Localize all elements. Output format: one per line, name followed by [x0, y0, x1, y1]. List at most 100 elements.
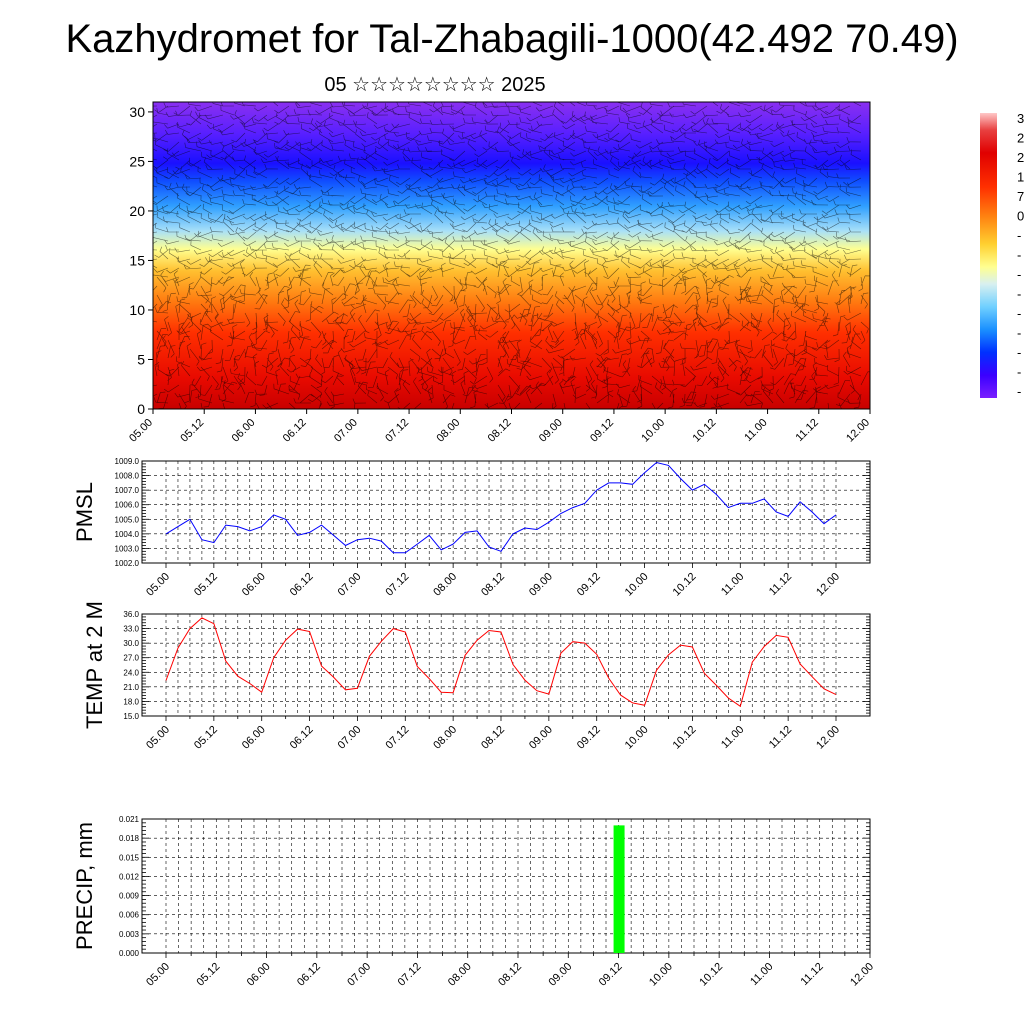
x-tick-label: 08.00 [434, 417, 462, 445]
x-tick-label: 09.12 [575, 724, 603, 752]
x-tick-label: 05.12 [194, 961, 222, 989]
colorbar-label: 7 [1017, 189, 1024, 204]
x-tick-label: 12.00 [814, 724, 842, 752]
colorbar-label: - [1017, 287, 1021, 302]
x-tick-label: 09.12 [597, 961, 625, 989]
y-tick-label: 20 [129, 203, 145, 219]
x-tick-label: 06.12 [281, 417, 309, 445]
y-tick-label: 1007.0 [115, 486, 140, 495]
y-tick-label: 15.0 [123, 712, 139, 721]
y-axis-label: TEMP at 2 M [82, 601, 107, 729]
y-tick-label: 1005.0 [115, 515, 140, 524]
x-tick-label: 09.00 [527, 724, 555, 752]
x-tick-label: 06.00 [240, 571, 268, 599]
x-tick-label: 07.00 [336, 724, 364, 752]
temp-panel: 36.0 33.0 30.0 27.0 24.0 21.0 18.0 15.0 05.00 05.… [82, 601, 871, 752]
y-tick-label: 1009.0 [115, 457, 140, 466]
y-tick-label: 1003.0 [115, 544, 140, 553]
x-tick-label: 06.12 [288, 724, 316, 752]
chart-subtitle: 05 ☆☆☆☆☆☆☆☆ 2025 [324, 74, 546, 96]
x-tick-label: 05.00 [127, 417, 155, 445]
x-tick-label: 05.00 [144, 571, 172, 599]
x-tick-label: 11.12 [798, 961, 825, 988]
x-tick-label: 08.00 [446, 961, 474, 989]
x-tick-label: 09.12 [575, 571, 603, 599]
y-tick-label: 0.000 [119, 949, 140, 958]
plot-frame [141, 460, 871, 564]
colorbar-label: - [1017, 228, 1021, 243]
x-tick-label: 10.00 [639, 417, 667, 445]
x-tick-label: 07.12 [383, 571, 411, 599]
x-tick-label: 09.00 [537, 417, 565, 445]
y-tick-label: 27.0 [123, 654, 139, 663]
x-tick-label: 11.00 [748, 961, 775, 988]
colorbar-label: 1 [1017, 170, 1024, 185]
y-tick-label: 0.021 [119, 815, 140, 824]
grid [142, 818, 871, 954]
x-tick-label: 10.12 [671, 571, 699, 599]
x-tick-label: 12.00 [844, 417, 872, 445]
x-tick-label: 08.12 [496, 961, 524, 989]
colorbar-label: - [1017, 306, 1021, 321]
x-tick-label: 09.00 [527, 571, 555, 599]
precip-bar [613, 825, 625, 953]
colorbar-label: - [1017, 267, 1021, 282]
wind-barb-paths [153, 102, 870, 409]
colorbar-label: 2 [1017, 131, 1024, 146]
y-tick-label: 36.0 [123, 610, 139, 619]
x-tick-label: 05.12 [192, 571, 220, 599]
x-tick-label: 10.00 [623, 724, 651, 752]
y-tick-label: 33.0 [123, 625, 139, 634]
x-tick-label: 05.00 [144, 724, 172, 752]
colorbar-scale [980, 113, 997, 398]
x-tick-label: 07.12 [383, 724, 411, 752]
y-tick-label: 24.0 [123, 668, 139, 677]
x-tick-label: 08.00 [431, 724, 459, 752]
y-tick-label: 1002.0 [115, 559, 140, 568]
y-tick-label: 21.0 [123, 683, 139, 692]
x-tick-label: 06.12 [288, 571, 316, 599]
x-tick-label: 08.00 [431, 571, 459, 599]
x-tick-label: 07.00 [332, 417, 360, 445]
x-tick-label: 07.00 [336, 571, 364, 599]
x-tick-label: 05.12 [192, 724, 220, 752]
x-tick-label: 11.12 [794, 417, 821, 444]
heatmap-panel: 0 5 10 15 20 25 30 05.00 05.12 06.00 06.12 07.00 07.… [127, 101, 872, 445]
chart-title: Kazhydromet for Tal-Zhabagili-1000(42.49… [65, 17, 959, 61]
y-tick-label: 10 [129, 302, 145, 318]
x-tick-label: 12.00 [848, 961, 876, 989]
pmsl-panel: 1009.0 1008.0 1007.0 1006.0 1005.0 1004.0 1003… [72, 457, 871, 599]
x-tick-label: 07.12 [396, 961, 424, 989]
x-tick-label: 11.00 [719, 571, 746, 598]
x-tick-label: 08.12 [486, 417, 514, 445]
y-tick-label: 0.012 [119, 872, 140, 881]
colorbar-label: - [1017, 345, 1021, 360]
x-tick-label: 09.00 [546, 961, 574, 989]
y-tick-label: 0.009 [119, 892, 140, 901]
colorbar-label: 0 [1017, 209, 1024, 224]
plot-frame [141, 818, 871, 954]
y-tick-label: 0.015 [119, 853, 140, 862]
x-tick-label: 11.00 [719, 724, 746, 751]
x-tick-label: 11.00 [742, 417, 769, 444]
x-tick-label: 05.00 [144, 961, 172, 989]
x-tick-label: 10.00 [623, 571, 651, 599]
y-tick-label: 30 [129, 104, 145, 120]
heatmap-field [153, 102, 870, 409]
x-tick-label: 10.00 [647, 961, 675, 989]
y-tick-label: 18.0 [123, 697, 139, 706]
y-tick-label: 0.006 [119, 911, 140, 920]
x-tick-label: 05.12 [178, 417, 206, 445]
y-axis-label: PMSL [72, 482, 97, 542]
x-tick-label: 10.12 [697, 961, 725, 989]
y-axis-label: PRECIP, mm [72, 822, 97, 950]
plot-frame [141, 613, 871, 717]
y-tick-label: 5 [137, 351, 145, 367]
y-tick-label: 1006.0 [115, 501, 140, 510]
x-tick-label: 07.00 [345, 961, 373, 989]
pmsl-line [165, 461, 837, 554]
y-tick-label: 15 [129, 252, 145, 268]
colorbar-label: 3 [1017, 111, 1024, 126]
colorbar-label: - [1017, 248, 1021, 263]
